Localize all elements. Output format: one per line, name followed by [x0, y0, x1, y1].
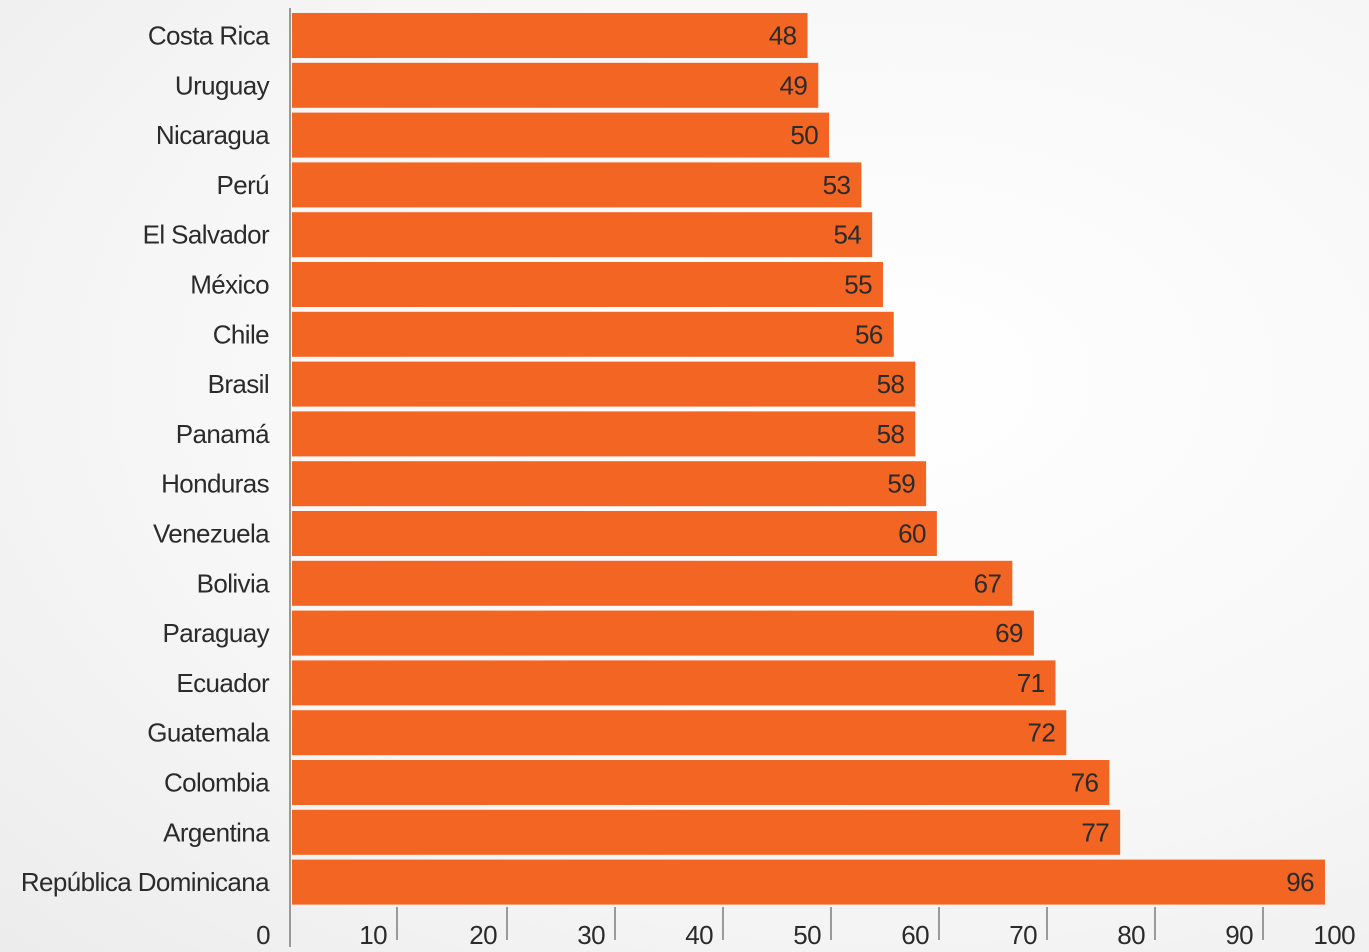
- x-tick-label-20: 20: [469, 920, 497, 950]
- bars-layer: [292, 13, 1325, 905]
- data-label-brasil: 58: [877, 369, 905, 399]
- bar-nicaragua: [292, 112, 830, 158]
- bar-paraguay: [292, 610, 1034, 656]
- data-label-chile: 56: [855, 319, 883, 349]
- bar-colombia: [292, 760, 1110, 805]
- data-label-ecuador: 71: [1017, 668, 1045, 698]
- bar-chile: [292, 311, 894, 357]
- x-tick-label-90: 90: [1225, 920, 1253, 950]
- data-label-colombia: 76: [1071, 768, 1099, 798]
- category-label-guatemala: Guatemala: [147, 718, 270, 748]
- category-label-mexico: México: [190, 270, 269, 300]
- category-label-ecuador: Ecuador: [176, 668, 270, 698]
- category-label-nicaragua: Nicaragua: [156, 120, 270, 150]
- category-label-el-salvador: El Salvador: [143, 220, 270, 250]
- bar-argentina: [292, 809, 1121, 855]
- data-label-paraguay: 69: [995, 618, 1023, 648]
- x-tick-label-70: 70: [1009, 920, 1037, 950]
- bar-brasil: [292, 361, 916, 407]
- category-label-argentina: Argentina: [163, 817, 270, 847]
- data-label-el-salvador: 54: [833, 220, 861, 250]
- data-label-peru: 53: [823, 170, 851, 200]
- bar-ecuador: [292, 660, 1056, 706]
- bar-costa-rica: [292, 13, 808, 58]
- bar-republica-dominicana: [292, 859, 1325, 905]
- category-label-panama: Panamá: [176, 419, 270, 449]
- category-label-venezuela: Venezuela: [153, 519, 270, 549]
- category-label-republica-dominicana: República Dominicana: [21, 867, 270, 897]
- x-tick-label-100: 100: [1313, 920, 1355, 950]
- x-tick-label-60: 60: [901, 920, 929, 950]
- data-label-uruguay: 49: [780, 70, 808, 100]
- data-label-panama: 58: [877, 419, 905, 449]
- data-label-venezuela: 60: [898, 519, 926, 549]
- category-label-chile: Chile: [213, 319, 269, 349]
- category-label-peru: Perú: [216, 170, 269, 200]
- data-label-bolivia: 67: [974, 568, 1002, 598]
- data-label-republica-dominicana: 96: [1286, 867, 1314, 897]
- bar-mexico: [292, 262, 883, 307]
- x-tick-label-80: 80: [1117, 920, 1145, 950]
- x-tick-label-50: 50: [793, 920, 821, 950]
- category-label-costa-rica: Costa Rica: [148, 21, 270, 51]
- category-label-honduras: Honduras: [161, 469, 270, 499]
- labels-layer: Costa Rica 48 Uruguay 49 Nicaragua 50 Perú 53 El…: [21, 21, 1356, 951]
- bar-uruguay: [292, 62, 819, 108]
- category-label-brasil: Brasil: [208, 369, 269, 399]
- bar-honduras: [292, 461, 927, 507]
- category-label-paraguay: Paraguay: [163, 618, 270, 648]
- bar-el-salvador: [292, 212, 873, 258]
- data-label-costa-rica: 48: [769, 21, 797, 51]
- bar-panama: [292, 411, 916, 457]
- data-label-argentina: 77: [1081, 817, 1109, 847]
- axis-layer: [289, 8, 1264, 947]
- x-tick-label-40: 40: [685, 920, 713, 950]
- x-tick-label-0: 0: [256, 920, 270, 950]
- bar-bolivia: [292, 560, 1013, 606]
- data-label-nicaragua: 50: [790, 120, 818, 150]
- x-tick-label-30: 30: [577, 920, 605, 950]
- x-tick-label-10: 10: [359, 920, 387, 950]
- bar-venezuela: [292, 511, 937, 556]
- category-label-bolivia: Bolivia: [197, 568, 271, 598]
- category-label-uruguay: Uruguay: [175, 70, 270, 100]
- bar-peru: [292, 162, 862, 208]
- data-label-honduras: 59: [887, 469, 915, 499]
- data-label-guatemala: 72: [1028, 718, 1056, 748]
- category-label-colombia: Colombia: [164, 768, 270, 798]
- bar-guatemala: [292, 710, 1067, 756]
- data-label-mexico: 55: [844, 270, 872, 300]
